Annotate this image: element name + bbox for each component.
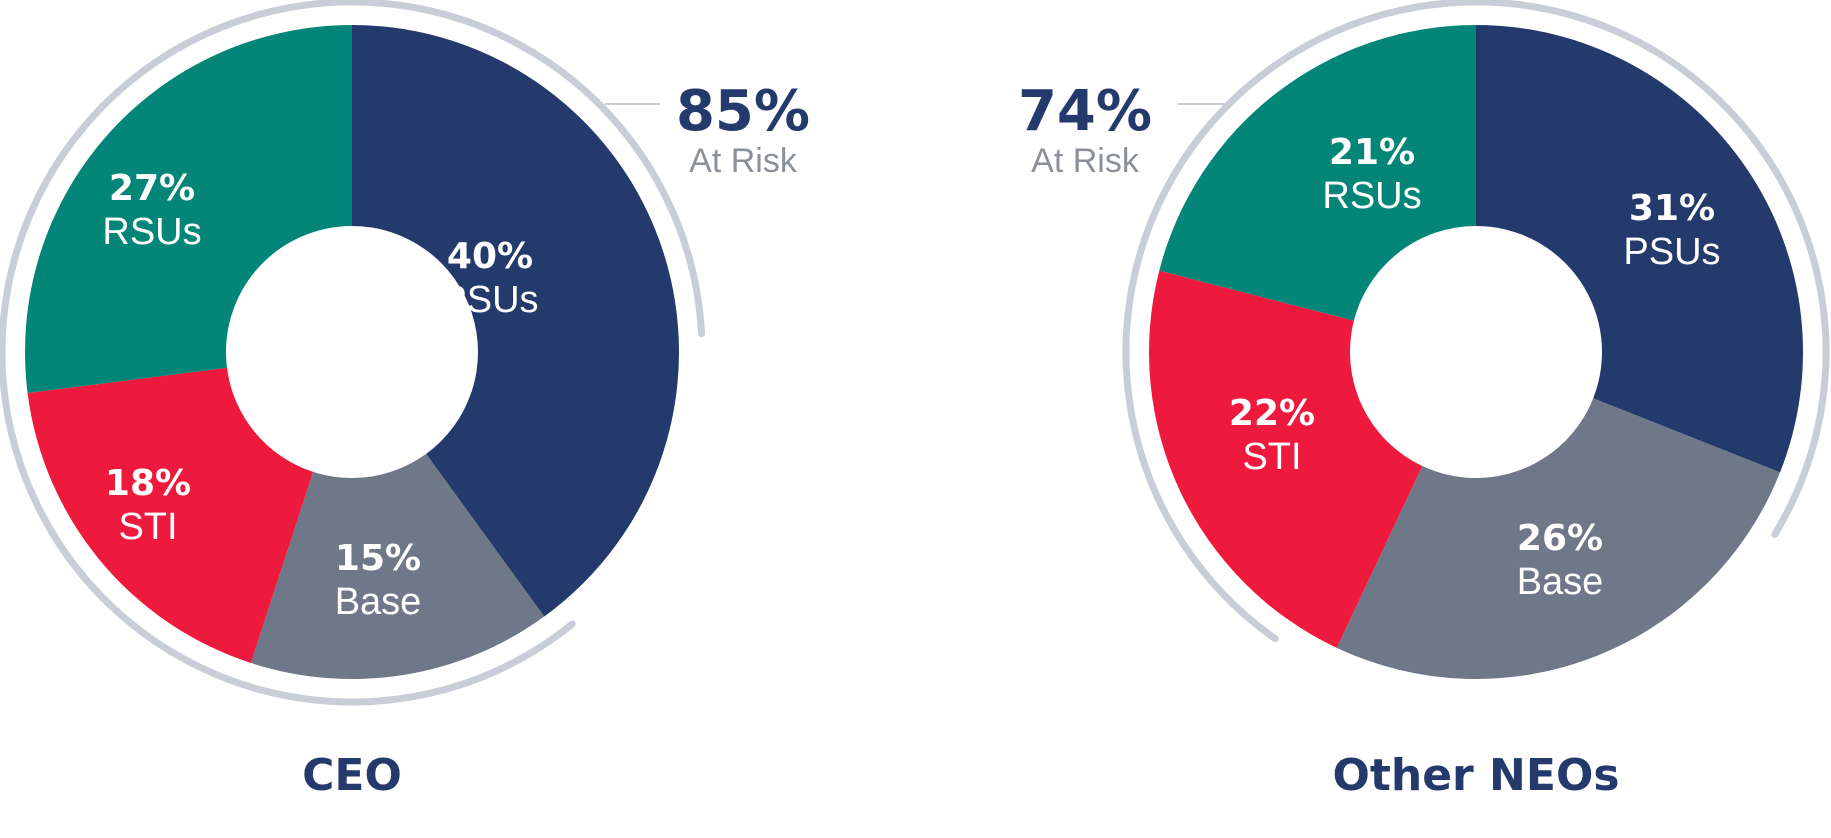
ceo-slice-base (250, 453, 545, 680)
other-neos-psus-percent: 31% (1629, 188, 1715, 229)
ceo-psus-label: PSUs (441, 279, 538, 321)
other-neos-psus-label: PSUs (1623, 231, 1720, 273)
ceo-slice-psus (352, 25, 680, 617)
ceo-sti-percent: 18% (105, 463, 191, 504)
other-neos-at-risk-percent: 74% (1018, 79, 1152, 144)
ceo-slice-rsus (24, 25, 352, 393)
other-neos-slice-rsus (1159, 25, 1476, 321)
ceo-at-risk-label: At Risk (689, 142, 798, 180)
other-neos-base-percent: 26% (1517, 518, 1603, 559)
ceo-psus-percent: 40% (447, 236, 533, 277)
ceo-base-label: Base (335, 581, 422, 623)
other-neos-at-risk-label: At Risk (1031, 142, 1140, 180)
ceo-sti-label: STI (118, 506, 177, 548)
other-neos-donut-chart: 31%PSUs 26%Base 22%STI 21%RSUs 74%At Risk (1018, 0, 1830, 679)
ceo-at-risk-arc (0, 0, 706, 706)
other-neos-at-risk-arc (1122, 0, 1830, 643)
other-neos-sti-label: STI (1242, 436, 1301, 478)
other-neos-rsus-percent: 21% (1329, 132, 1415, 173)
other-neos-chart-title: Other NEOs (1332, 750, 1619, 801)
ceo-chart-title: CEO (302, 750, 402, 801)
ceo-donut-chart: 40%PSUs 15%Base 18%STI 27%RSUs 85%At Risk (0, 0, 810, 706)
other-neos-rsus-label: RSUs (1322, 175, 1421, 217)
ceo-base-percent: 15% (335, 538, 421, 579)
ceo-slice-sti (27, 367, 314, 663)
other-neos-base-label: Base (1517, 561, 1604, 603)
other-neos-slice-sti (1149, 270, 1423, 648)
other-neos-slice-base (1336, 398, 1781, 679)
ceo-at-risk-percent: 85% (676, 79, 810, 144)
other-neos-slice-psus (1476, 25, 1803, 473)
ceo-rsus-label: RSUs (102, 211, 201, 253)
other-neos-sti-percent: 22% (1229, 393, 1315, 434)
ceo-rsus-percent: 27% (109, 168, 195, 209)
